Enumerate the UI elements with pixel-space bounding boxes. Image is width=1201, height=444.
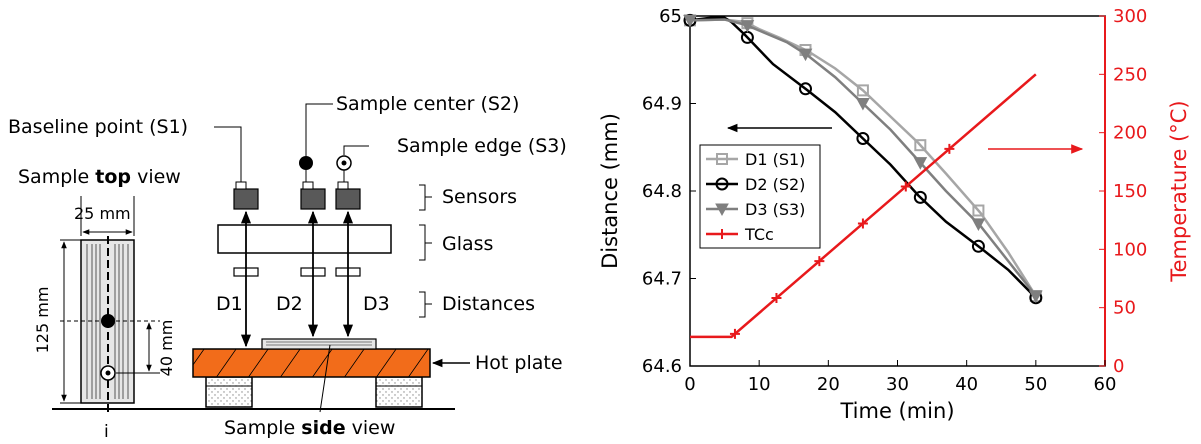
- top-view-title: Sample top view: [18, 166, 181, 188]
- y-tick-label: 64.8: [642, 181, 682, 202]
- series-marker-3: [1028, 290, 1043, 304]
- sample-center-label: Sample center (S2): [336, 93, 519, 115]
- x-tick-label: 40: [955, 374, 978, 395]
- center-point-top: [101, 314, 115, 328]
- chart: 0 10 20 30 40 50 60 64.6 64.7 64.8 64.9 65 0 50 100 150…: [598, 6, 1191, 423]
- center-point-marker: [299, 156, 313, 170]
- x-tick-label: 30: [886, 374, 909, 395]
- y2-tick-label: 300: [1113, 6, 1147, 27]
- legend-marker: [716, 153, 728, 165]
- side-view-title: Sample side view: [224, 417, 395, 439]
- x-axis-label: Time (min): [839, 399, 954, 423]
- top-view: Sample top view 25 mm i 125 mm 40 mm: [18, 166, 181, 442]
- x-tick-label: 20: [817, 374, 840, 395]
- series-marker-2: [913, 190, 927, 204]
- x-tick-label: 10: [748, 374, 771, 395]
- y2-tick-label: 250: [1113, 64, 1147, 85]
- series-marker-1: [972, 204, 985, 217]
- x-tick-label: 60: [1094, 374, 1117, 395]
- axis-mark: i: [104, 422, 109, 442]
- x-tick-label: 50: [1024, 374, 1047, 395]
- glass: [217, 224, 392, 254]
- legend-entry: D3 (S3): [745, 200, 805, 219]
- y2-tick-label: 50: [1113, 298, 1136, 319]
- series-marker-2: [856, 132, 870, 145]
- y-tick-label: 64.6: [642, 356, 682, 377]
- series-marker-3: [740, 20, 755, 33]
- series-marker-3: [913, 157, 928, 170]
- d1-label: D1: [216, 293, 243, 315]
- y2-axis-label: Temperature (°C): [1167, 100, 1191, 282]
- x-tick-label: 0: [684, 374, 695, 395]
- series-marker-3: [798, 48, 813, 62]
- series-marker-4: [857, 218, 868, 229]
- series-marker-4: [729, 328, 740, 339]
- legend-entry: D1 (S1): [745, 150, 805, 169]
- hot-plate: [192, 348, 431, 378]
- series-marker-2: [799, 82, 813, 96]
- hot-plate-label: Hot plate: [475, 352, 563, 374]
- sensor-s1: [233, 188, 259, 210]
- sensor-s3: [335, 188, 361, 210]
- sample-side: [261, 338, 377, 350]
- glass-label: Glass: [442, 233, 493, 255]
- sensor-s2: [300, 188, 326, 210]
- legend-marker: [717, 229, 727, 239]
- legend-box: [699, 144, 821, 249]
- offset-dimension-label: 40 mm: [157, 320, 176, 377]
- distances-label: Distances: [442, 293, 535, 315]
- length-dimension-label: 125 mm: [33, 287, 52, 354]
- d3-label: D3: [363, 293, 390, 315]
- y-tick-label: 65: [659, 6, 682, 27]
- series-marker-4: [771, 293, 782, 304]
- schematic-diagram: Sample top view 25 mm i 125 mm 40 mm: [8, 93, 567, 442]
- series-marker-2: [971, 239, 985, 253]
- legend-entry: D2 (S2): [745, 175, 805, 194]
- y2-tick-label: 200: [1113, 123, 1147, 144]
- side-view: D1 D2 D3 Baseline point (S1) Sample cent…: [8, 93, 567, 439]
- y2-tick-label: 150: [1113, 181, 1147, 202]
- series-marker-3: [683, 14, 697, 28]
- series-line-4: [690, 73, 1037, 339]
- support-left: [205, 376, 253, 408]
- baseline-point-label: Baseline point (S1): [8, 116, 188, 138]
- sensors-label: Sensors: [442, 186, 517, 208]
- support-right: [375, 376, 423, 408]
- sample-edge-label: Sample edge (S3): [397, 135, 567, 157]
- series-marker-4: [900, 181, 911, 192]
- legend-entry: TCc: [744, 225, 774, 244]
- series-marker-3: [971, 218, 986, 231]
- y2-tick-label: 0: [1113, 356, 1124, 377]
- legend-marker: [715, 177, 729, 191]
- legend-marker: [715, 203, 729, 217]
- series-marker-4: [944, 143, 955, 154]
- series-marker-4: [814, 256, 825, 267]
- d2-label: D2: [276, 293, 303, 315]
- y-axis-label: Distance (mm): [598, 113, 622, 269]
- series-marker-3: [856, 98, 870, 111]
- y2-tick-label: 100: [1113, 239, 1147, 260]
- y-tick-label: 64.9: [642, 94, 682, 115]
- width-dimension-label: 25 mm: [74, 204, 131, 223]
- series-marker-1: [914, 139, 927, 152]
- y-tick-label: 64.7: [642, 269, 682, 290]
- series-marker-1: [856, 84, 869, 97]
